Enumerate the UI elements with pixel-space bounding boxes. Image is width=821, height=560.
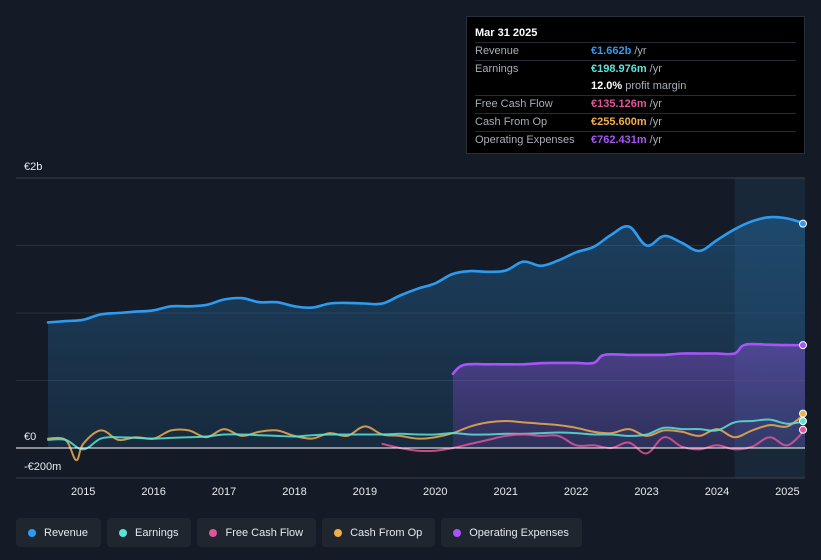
x-tick-label: 2015 — [71, 486, 95, 498]
legend-dot-icon — [119, 528, 128, 537]
tooltip-label — [475, 78, 591, 95]
tooltip-value: €198.976m — [591, 63, 647, 75]
tooltip-value: €1.662b — [591, 45, 632, 57]
operating-expenses-end-marker — [799, 341, 807, 350]
legend-label: Revenue — [44, 526, 89, 539]
tooltip-row-fcf: Free Cash Flow €135.126m /yr — [475, 95, 796, 113]
legend-label: Cash From Op — [350, 526, 423, 539]
legend-item-operating-expenses[interactable]: Operating Expenses — [441, 518, 582, 547]
tooltip-unit: /yr — [649, 98, 662, 110]
tooltip-unit: /yr — [649, 63, 662, 75]
operating-expenses-area — [452, 343, 805, 448]
legend-item-earnings[interactable]: Earnings — [107, 518, 192, 547]
legend-label: Operating Expenses — [469, 526, 569, 539]
tooltip-value: €762.431m — [591, 134, 647, 146]
tooltip-unit: profit margin — [625, 80, 687, 92]
y-tick-label: €0 — [24, 431, 36, 443]
legend: Revenue Earnings Free Cash Flow Cash Fro… — [16, 518, 582, 547]
tooltip-row-revenue: Revenue €1.662b /yr — [475, 42, 796, 60]
tooltip-label: Operating Expenses — [475, 134, 575, 146]
earnings-end-marker — [799, 417, 807, 426]
x-tick-label: 2021 — [493, 486, 517, 498]
x-tick-label: 2024 — [705, 486, 729, 498]
x-tick-label: 2019 — [353, 486, 377, 498]
tooltip-unit: /yr — [634, 45, 647, 57]
tooltip-label: Free Cash Flow — [475, 98, 553, 110]
legend-item-free-cash-flow[interactable]: Free Cash Flow — [197, 518, 317, 547]
legend-label: Free Cash Flow — [225, 526, 304, 539]
x-tick-label: 2016 — [141, 486, 165, 498]
x-tick-label: 2020 — [423, 486, 447, 498]
x-tick-label: 2023 — [634, 486, 658, 498]
tooltip-value: €135.126m — [591, 98, 647, 110]
tooltip-value: €255.600m — [591, 116, 647, 128]
legend-dot-icon — [334, 528, 343, 537]
chart: €2b €0 -€200m 2015 2016 2017 2018 2019 2020 2021 2… — [16, 161, 807, 498]
tooltip-date: Mar 31 2025 — [475, 27, 538, 39]
free-cash-flow-end-marker — [799, 425, 807, 434]
legend-item-revenue[interactable]: Revenue — [16, 518, 102, 547]
y-tick-label: -€200m — [24, 461, 61, 473]
cash-from-op-line — [47, 412, 806, 462]
operating-expenses-line — [451, 342, 807, 376]
legend-dot-icon — [209, 528, 218, 537]
legend-item-cash-from-op[interactable]: Cash From Op — [322, 518, 436, 547]
tooltip-label: Revenue — [475, 45, 520, 57]
tooltip-unit: /yr — [649, 116, 662, 128]
y-tick-label: €2b — [24, 161, 42, 173]
tooltip-row-opex: Operating Expenses €762.431m /yr — [475, 131, 796, 149]
tooltip-unit: /yr — [649, 134, 662, 146]
tooltip-row-margin: 12.0% profit margin — [475, 78, 796, 95]
x-tick-label: 2018 — [282, 486, 306, 498]
tooltip: Mar 31 2025 Revenue €1.662b /yr Earnings… — [466, 16, 805, 154]
x-tick-label: 2025 — [775, 486, 799, 498]
tooltip-value: 12.0% — [591, 80, 623, 92]
tooltip-row-cfo: Cash From Op €255.600m /yr — [475, 113, 796, 131]
x-tick-label: 2017 — [212, 486, 236, 498]
legend-label: Earnings — [135, 526, 179, 539]
tooltip-row-earnings: Earnings €198.976m /yr — [475, 60, 796, 78]
tooltip-label: Earnings — [475, 63, 519, 75]
legend-dot-icon — [453, 528, 462, 537]
revenue-line — [46, 215, 807, 324]
earnings-line — [47, 418, 806, 451]
revenue-end-marker — [799, 219, 807, 228]
x-tick-label: 2022 — [564, 486, 588, 498]
legend-dot-icon — [28, 528, 36, 537]
tooltip-label: Cash From Op — [475, 116, 548, 128]
cash-from-op-end-marker — [799, 409, 807, 418]
